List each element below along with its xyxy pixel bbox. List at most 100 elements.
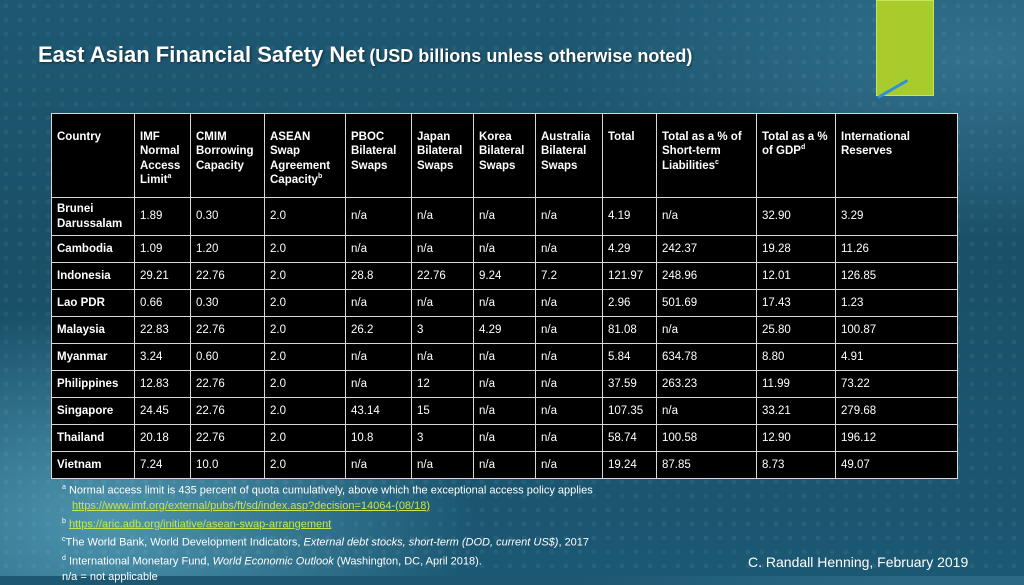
value-cell: 15 <box>411 397 474 425</box>
value-cell: 22.76 <box>190 397 265 425</box>
value-cell: n/a <box>535 370 603 398</box>
column-header-label: ASEAN Swap Agreement Capacity <box>270 131 331 187</box>
value-cell: 33.21 <box>756 397 836 425</box>
adb-link[interactable]: https://aric.adb.org/initiative/asean-sw… <box>68 518 332 531</box>
value-cell: 58.74 <box>602 424 657 452</box>
value-cell: 22.76 <box>190 262 265 290</box>
value-cell: n/a <box>345 197 412 236</box>
value-cell: 2.0 <box>264 197 346 236</box>
title-main: East Asian Financial Safety Net <box>38 42 365 67</box>
table-row: Thailand 20.18 22.76 2.0 10.8 3 n/a n/a 58.74 100… <box>51 424 958 452</box>
value-cell: 10.0 <box>190 451 265 479</box>
value-cell: 3.24 <box>134 343 191 371</box>
value-cell: 20.18 <box>134 424 191 452</box>
value-cell: n/a <box>656 397 757 425</box>
author-credit: C. Randall Henning, February 2019 <box>748 554 969 570</box>
value-cell: n/a <box>473 424 536 452</box>
country-cell: Indonesia <box>51 262 135 290</box>
footnote-a-link-line: https://www.imf.org/external/pubs/ft/sd/… <box>62 499 593 514</box>
value-cell: 12.83 <box>134 370 191 398</box>
value-cell: 501.69 <box>656 289 757 317</box>
value-cell: 3 <box>411 316 474 344</box>
column-header: PBOC Bilateral Swaps <box>345 113 412 198</box>
footnote-mark: b <box>317 173 323 181</box>
value-cell: 4.91 <box>835 343 958 371</box>
column-header: CMIM Borrowing Capacity <box>190 113 265 198</box>
value-cell: n/a <box>473 235 536 263</box>
value-cell: 1.23 <box>835 289 958 317</box>
column-header: International Reserves <box>835 113 958 198</box>
value-cell: 2.0 <box>264 343 346 371</box>
footnote-d-source: (Washington, DC, April 2018). <box>333 555 482 568</box>
footnote-mark: a <box>167 173 172 181</box>
table-header: Country IMF Normal Access Limita CMIM Borr… <box>51 113 958 198</box>
table-row: Cambodia 1.09 1.20 2.0 n/a n/a n/a n/a 4.29 242.3… <box>51 235 958 263</box>
value-cell: n/a <box>535 451 603 479</box>
value-cell: 12 <box>411 370 474 398</box>
value-cell: 12.01 <box>756 262 836 290</box>
footnote-mark: b <box>62 517 66 525</box>
value-cell: n/a <box>473 370 536 398</box>
country-cell: Lao PDR <box>51 289 135 317</box>
safety-net-table: Country IMF Normal Access Limita CMIM Borr… <box>51 113 958 479</box>
column-header-label: Australia Bilateral Swaps <box>541 131 591 172</box>
value-cell: n/a <box>535 235 603 263</box>
value-cell: 1.20 <box>190 235 265 263</box>
title-subtitle: (USD billions unless otherwise noted) <box>369 46 693 66</box>
value-cell: n/a <box>411 235 474 263</box>
table-row: Myanmar 3.24 0.60 2.0 n/a n/a n/a n/a 5.84 634.78… <box>51 343 958 371</box>
footnote-mark: a <box>62 484 66 491</box>
footnote-d-italic: World Economic Outlook <box>212 555 334 568</box>
column-header: ASEAN Swap Agreement Capacityb <box>264 113 346 198</box>
value-cell: 2.96 <box>602 289 657 317</box>
value-cell: 12.90 <box>756 424 836 452</box>
footnote-mark: d <box>62 554 66 562</box>
column-header: Total as a % of GDPd <box>756 113 836 198</box>
value-cell: 2.0 <box>264 262 346 290</box>
footnote-mark: d <box>800 144 806 152</box>
value-cell: 7.24 <box>134 451 191 479</box>
value-cell: n/a <box>345 370 412 398</box>
value-cell: 1.09 <box>134 235 191 263</box>
value-cell: 2.0 <box>264 235 346 263</box>
value-cell: n/a <box>535 343 603 371</box>
value-cell: 2.0 <box>264 397 346 425</box>
country-cell: Vietnam <box>51 451 135 479</box>
table-row: Brunei Darussalam 1.89 0.30 2.0 n/a n/a n/a n/a… <box>51 197 958 236</box>
value-cell: n/a <box>411 289 474 317</box>
value-cell: n/a <box>345 289 412 317</box>
value-cell: n/a <box>345 451 412 479</box>
value-cell: 9.24 <box>473 262 536 290</box>
value-cell: 22.83 <box>134 316 191 344</box>
column-header-label: Japan Bilateral Swaps <box>417 131 463 172</box>
country-cell: Myanmar <box>51 343 135 371</box>
imf-link[interactable]: https://www.imf.org/external/pubs/ft/sd/… <box>72 499 431 512</box>
value-cell: n/a <box>473 197 536 236</box>
column-header-label: Country <box>57 131 102 143</box>
value-cell: n/a <box>656 197 757 236</box>
table-body: Brunei Darussalam 1.89 0.30 2.0 n/a n/a n/a n/a… <box>51 197 958 479</box>
value-cell: 5.84 <box>602 343 657 371</box>
header-row: Country IMF Normal Access Limita CMIM Borr… <box>51 113 958 198</box>
value-cell: 196.12 <box>835 424 958 452</box>
column-header-label: IMF Normal Access Limit <box>140 131 181 187</box>
value-cell: n/a <box>411 451 474 479</box>
value-cell: 126.85 <box>835 262 958 290</box>
table-row: Vietnam 7.24 10.0 2.0 n/a n/a n/a n/a 19.24 87.85… <box>51 451 958 479</box>
table-row: Lao PDR 0.66 0.30 2.0 n/a n/a n/a n/a 2.96 501.69… <box>51 289 958 317</box>
value-cell: 22.76 <box>190 316 265 344</box>
column-header: Australia Bilateral Swaps <box>535 113 603 198</box>
value-cell: 2.0 <box>264 316 346 344</box>
footnote-mark: c <box>62 536 66 544</box>
country-cell: Thailand <box>51 424 135 452</box>
column-header-label: Total <box>608 131 635 143</box>
value-cell: 107.35 <box>602 397 657 425</box>
footnote-d: d International Monetary Fund, World Eco… <box>62 551 593 570</box>
column-header-label: CMIM Borrowing Capacity <box>196 131 254 172</box>
value-cell: 28.8 <box>345 262 412 290</box>
value-cell: 2.0 <box>264 451 346 479</box>
value-cell: 24.45 <box>134 397 191 425</box>
footnote-c: cThe World Bank, World Development Indic… <box>62 532 593 551</box>
value-cell: 0.30 <box>190 197 265 236</box>
value-cell: 22.76 <box>411 262 474 290</box>
